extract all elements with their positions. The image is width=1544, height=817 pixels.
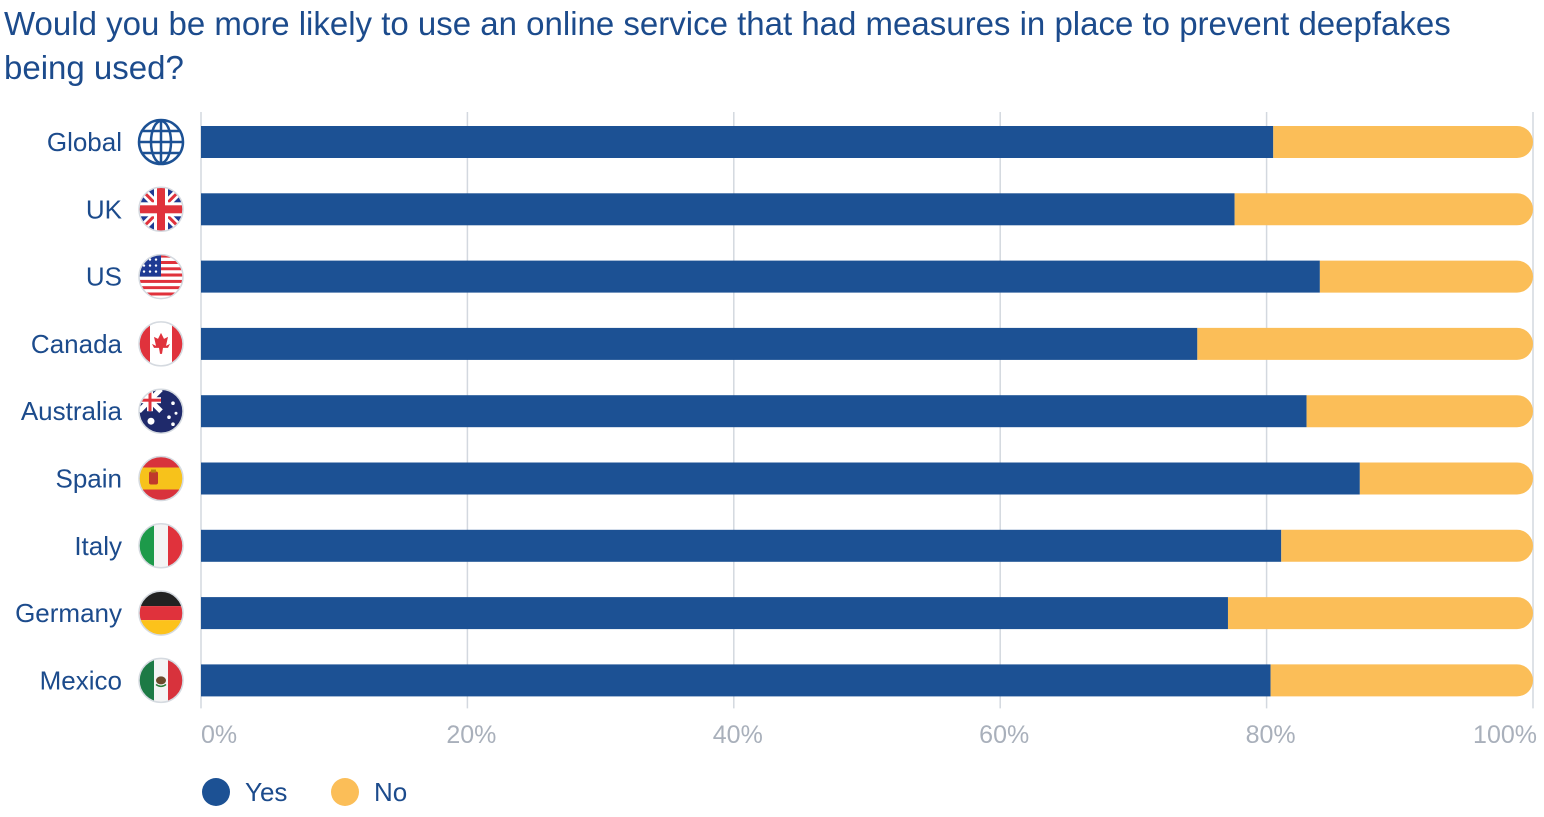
category-label: Italy bbox=[74, 531, 122, 561]
bar-yes-italy bbox=[201, 529, 1282, 562]
bar-no-germany bbox=[1227, 597, 1533, 630]
bar-yes-us bbox=[201, 260, 1320, 293]
category-label: Canada bbox=[31, 329, 123, 359]
category-label: Germany bbox=[15, 598, 122, 628]
category-labels: Global UK US Canada Australia Spain Italy Germa… bbox=[15, 127, 123, 695]
italy-flag-icon bbox=[138, 523, 184, 569]
globe-icon bbox=[137, 118, 185, 166]
bar-no-spain bbox=[1359, 462, 1533, 495]
x-tick-label: 80% bbox=[1246, 721, 1296, 749]
bar-yes-germany bbox=[201, 597, 1228, 630]
australia-flag-icon bbox=[138, 388, 184, 434]
category-label: UK bbox=[86, 194, 123, 224]
bar-yes-mexico bbox=[201, 664, 1271, 697]
bar-no-italy bbox=[1281, 529, 1533, 562]
legend-label-no: No bbox=[374, 777, 407, 807]
bar-no-global bbox=[1273, 126, 1533, 158]
bar-yes-australia bbox=[201, 395, 1307, 428]
canada-flag-icon bbox=[138, 321, 184, 367]
x-tick-label: 0% bbox=[201, 721, 237, 749]
mexico-flag-icon bbox=[138, 657, 184, 704]
bar-yes-uk bbox=[201, 193, 1235, 226]
legend-label-yes: Yes bbox=[245, 777, 287, 807]
bar-yes-global bbox=[201, 126, 1274, 158]
bar-no-us bbox=[1319, 260, 1533, 293]
category-label: US bbox=[86, 262, 122, 292]
germany-flag-icon bbox=[138, 590, 184, 636]
x-tick-label: 20% bbox=[446, 721, 496, 749]
legend-swatch-no bbox=[331, 778, 359, 806]
category-label: Spain bbox=[56, 464, 123, 494]
x-tick-label: 40% bbox=[713, 721, 763, 749]
category-label: Australia bbox=[21, 396, 123, 426]
legend: Yes No bbox=[202, 777, 407, 807]
category-label: Mexico bbox=[40, 665, 122, 695]
bar-no-mexico bbox=[1270, 664, 1533, 697]
legend-swatch-yes bbox=[202, 778, 230, 806]
x-tick-label: 60% bbox=[979, 721, 1029, 749]
bars bbox=[201, 126, 1533, 697]
bar-no-canada bbox=[1197, 327, 1533, 360]
chart-title: Would you be more likely to use an onlin… bbox=[4, 5, 1451, 86]
category-icons bbox=[137, 118, 185, 704]
spain-flag-icon bbox=[138, 455, 184, 502]
bar-no-uk bbox=[1234, 193, 1533, 226]
x-axis: 0% 20% 40% 60% 80% 100% bbox=[201, 721, 1537, 749]
x-tick-label: 100% bbox=[1473, 721, 1537, 749]
category-label: Global bbox=[47, 127, 122, 157]
bar-yes-canada bbox=[201, 327, 1198, 360]
bar-yes-spain bbox=[201, 462, 1360, 495]
us-flag-icon bbox=[138, 253, 184, 300]
uk-flag-icon bbox=[138, 186, 184, 233]
bar-no-australia bbox=[1306, 395, 1533, 428]
